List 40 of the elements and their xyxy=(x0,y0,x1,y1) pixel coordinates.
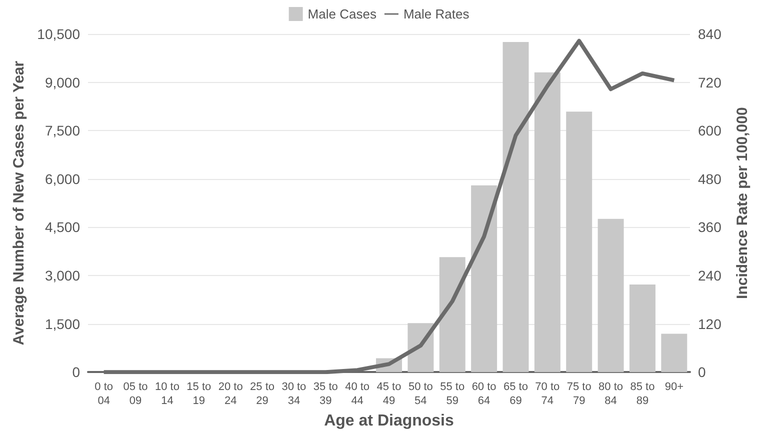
y2-tick-label: 720 xyxy=(698,74,722,90)
y2-axis-title: Incidence Rate per 100,000 xyxy=(734,107,751,299)
x-tick-label: 15 to 19 xyxy=(186,381,212,408)
x-tick-label: 90+ xyxy=(664,381,684,394)
y2-tick-label: 120 xyxy=(698,316,722,332)
x-tick-label: 20 to 24 xyxy=(218,381,243,408)
x-tick-label: 80 to 84 xyxy=(598,381,624,408)
y-tick-label: 10,500 xyxy=(37,26,80,42)
legend-label: Male Rates xyxy=(403,6,470,22)
y2-tick-label: 480 xyxy=(698,170,722,187)
y-tick-label: 0 xyxy=(72,364,80,380)
x-tick-label: 85 to 89 xyxy=(630,381,655,408)
y2-tick-label: 360 xyxy=(698,219,722,236)
x-tick-label: 10 to 14 xyxy=(154,381,180,408)
y2-tick-label: 240 xyxy=(698,268,722,284)
x-tick-label: 35 to 39 xyxy=(313,381,338,408)
y-tick-label: 7,500 xyxy=(44,122,80,139)
x-tick-label: 40 to 44 xyxy=(345,381,370,408)
y-tick-label: 4,500 xyxy=(44,219,80,236)
x-tick-label: 60 to 64 xyxy=(472,381,496,408)
x-tick-label: 55 to 59 xyxy=(440,381,465,408)
x-tick-label: 30 to 34 xyxy=(282,381,306,408)
y-tick-label: 6,000 xyxy=(44,170,80,187)
x-tick-label: 45 to 49 xyxy=(376,381,402,408)
legend-label: Male Cases xyxy=(308,6,377,22)
y-tick-label: 9,000 xyxy=(44,74,80,90)
y2-tick-label: 600 xyxy=(698,122,722,139)
y2-tick-label: 840 xyxy=(698,26,722,42)
x-tick-label: 75 to 79 xyxy=(566,381,592,408)
x-tick-label: 65 to 69 xyxy=(504,381,528,408)
y-axis-title: Average Number of New Cases per Year xyxy=(10,60,28,346)
y-tick-label: 1,500 xyxy=(44,316,80,332)
y-tick-label: 3,000 xyxy=(44,268,80,284)
x-tick-label: 50 to 54 xyxy=(408,381,433,408)
x-tick-label: 05 to 09 xyxy=(123,381,148,408)
y2-tick-label: 0 xyxy=(698,364,706,380)
x-tick-label: 0 to 04 xyxy=(94,381,114,408)
x-tick-label: 70 to 74 xyxy=(535,381,560,408)
x-axis-title: Age at Diagnosis xyxy=(324,412,454,430)
x-tick-label: 25 to 29 xyxy=(250,381,274,408)
